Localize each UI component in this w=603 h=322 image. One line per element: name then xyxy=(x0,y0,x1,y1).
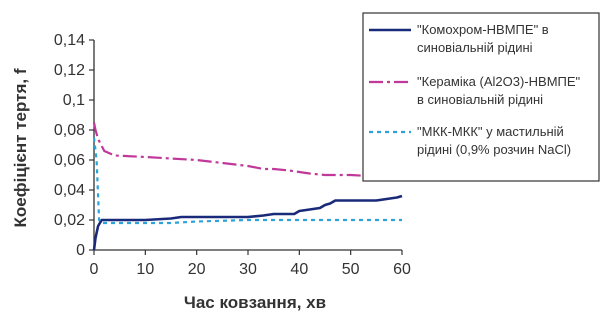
y-tick-label: 0,12 xyxy=(54,62,85,79)
legend-box xyxy=(362,12,600,182)
y-tick-label: 0,06 xyxy=(54,152,85,169)
x-tick-label: 50 xyxy=(342,261,360,278)
legend-label-2: "Кераміка (Al2O3)-НВМПЕ" xyxy=(417,74,581,89)
series-layer xyxy=(92,122,403,251)
y-tick-label: 0 xyxy=(76,242,85,259)
legend-label-3: рідині (0,9% розчин NaCl) xyxy=(417,142,571,157)
legend-label-1: "Комохром-НВМПЕ" в xyxy=(417,22,549,37)
y-tick-label: 0,08 xyxy=(54,122,85,139)
y-tick-label: 0,02 xyxy=(54,212,85,229)
x-tick-label: 20 xyxy=(188,261,206,278)
legend-label-2: в синовіальній рідині xyxy=(417,92,543,107)
series-line-1 xyxy=(92,194,403,251)
x-tick-label: 10 xyxy=(136,261,154,278)
series-line-3 xyxy=(92,137,402,225)
legend-label-1: синовіальній рідині xyxy=(417,40,533,55)
axes-layer: 0 0,02 0,04 0,06 0,08 0,1 0,12 0,14 0 10 20 30 40 50 6… xyxy=(54,32,411,278)
y-tick-label: 0,14 xyxy=(54,32,85,49)
legend-label-3: "МКК-МКК" у мастильній xyxy=(417,124,564,139)
y-tick-label: 0,1 xyxy=(63,92,85,109)
legend-layer: "Комохром-НВМПЕ" в синовіальній рідині "Ке… xyxy=(362,12,600,182)
x-axis-title: Час ковзання, хв xyxy=(184,293,326,312)
x-tick-label: 30 xyxy=(239,261,257,278)
x-tick-label: 60 xyxy=(393,261,411,278)
x-tick-label: 40 xyxy=(290,261,308,278)
series-line-2 xyxy=(92,122,402,180)
y-axis-title: Коефіцієнт тертя, f xyxy=(11,68,30,227)
x-tick-label: 0 xyxy=(90,261,99,278)
y-tick-label: 0,04 xyxy=(54,182,85,199)
